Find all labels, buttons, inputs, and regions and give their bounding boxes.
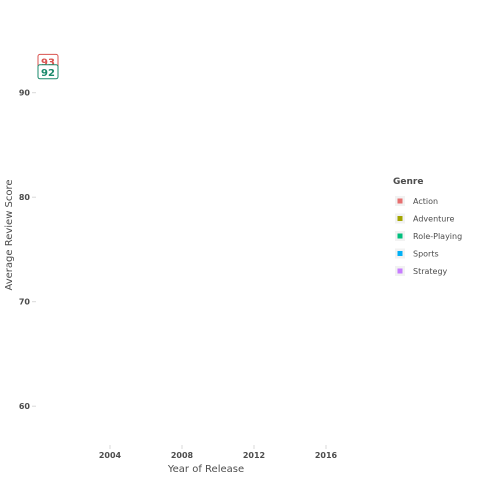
x-tick-label: 2012 bbox=[243, 451, 265, 460]
y-tick-label: 80 bbox=[19, 193, 31, 202]
x-axis-title: Year of Release bbox=[167, 464, 244, 475]
y-axis: 60 70 80 90 bbox=[19, 89, 36, 411]
y-tick-label: 90 bbox=[19, 89, 31, 98]
y-axis-title: Average Review Score bbox=[4, 179, 15, 290]
legend-item: Adventure bbox=[395, 213, 454, 224]
legend-swatch bbox=[397, 198, 403, 204]
data-label-box bbox=[37, 64, 59, 80]
legend: Genre Action Adventure Role-Playing Sports S… bbox=[393, 177, 462, 276]
legend-swatch bbox=[397, 233, 403, 239]
data-label-text: 93 bbox=[41, 57, 55, 68]
legend-swatch bbox=[397, 216, 403, 221]
legend-item: Role-Playing bbox=[395, 231, 462, 241]
x-tick-label: 2008 bbox=[171, 451, 194, 460]
data-label: 92 bbox=[37, 64, 59, 80]
legend-title: Genre bbox=[393, 177, 423, 187]
y-tick-label: 60 bbox=[19, 402, 31, 411]
legend-item: Action bbox=[395, 196, 438, 206]
y-tick-label: 70 bbox=[19, 298, 31, 307]
legend-label: Action bbox=[413, 197, 438, 206]
legend-label: Role-Playing bbox=[413, 232, 462, 241]
legend-item: Strategy bbox=[395, 266, 448, 276]
legend-label: Sports bbox=[413, 250, 439, 259]
legend-label: Adventure bbox=[413, 215, 454, 224]
legend-swatch bbox=[397, 251, 403, 256]
x-axis: 2004 2008 2012 2016 bbox=[99, 445, 338, 460]
x-tick-label: 2004 bbox=[99, 451, 122, 460]
data-label-text: 92 bbox=[41, 68, 55, 79]
x-tick-label: 2016 bbox=[315, 451, 338, 460]
legend-item: Sports bbox=[395, 248, 439, 259]
legend-label: Strategy bbox=[413, 267, 448, 276]
legend-swatch bbox=[397, 268, 403, 274]
